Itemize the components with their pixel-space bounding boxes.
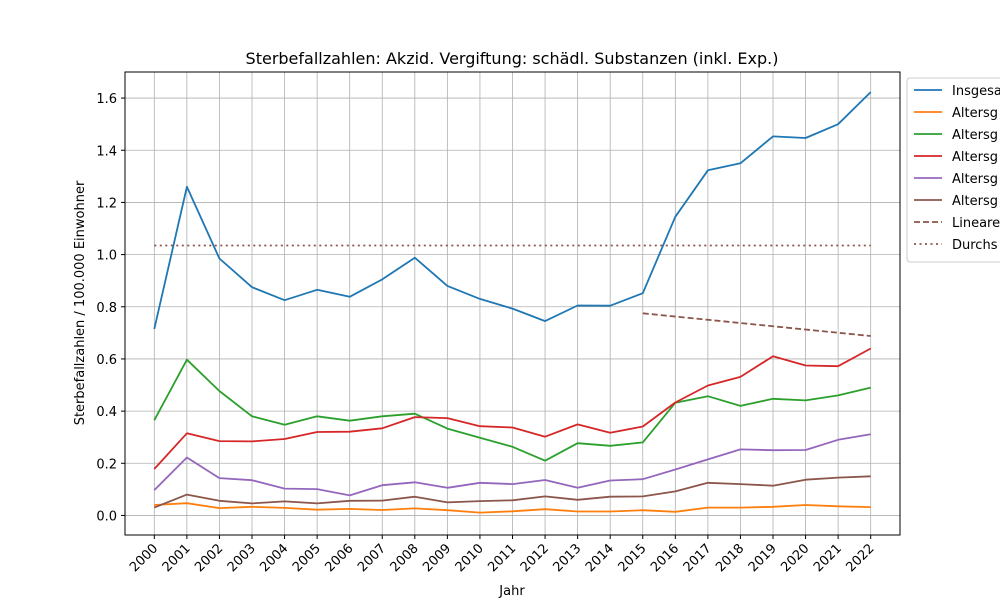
- y-tick-label: 1.4: [96, 144, 117, 159]
- x-tick-label: 2002: [192, 541, 226, 575]
- legend-label: Insgesa: [952, 84, 1000, 99]
- series-line-2: [154, 502, 871, 514]
- x-tick-label: 2021: [811, 541, 845, 575]
- y-tick-label: 0.6: [96, 353, 117, 368]
- x-tick-label: 2009: [420, 541, 454, 575]
- y-axis-label: Sterbefallzahlen / 100.000 Einwohner: [73, 180, 88, 425]
- x-tick-label: 2017: [681, 541, 715, 575]
- y-tick-label: 0.8: [96, 301, 117, 316]
- x-tick-label: 2018: [713, 541, 747, 575]
- x-tick-label: 2014: [583, 541, 617, 575]
- y-tick-label: 0.2: [96, 457, 117, 472]
- x-tick-label: 2007: [355, 541, 389, 575]
- x-axis: 2000200120022003200420052006200720082009…: [127, 535, 878, 575]
- x-tick-label: 2000: [127, 541, 161, 575]
- series-lines: [153, 91, 872, 514]
- legend: Insgesa Altersg Altersg Altersg Altersg Alter…: [906, 77, 1000, 263]
- legend-box: [906, 77, 1000, 263]
- y-tick-label: 1.6: [96, 92, 117, 107]
- x-tick-label: 2001: [160, 541, 194, 575]
- legend-label: Altersg: [952, 150, 998, 165]
- y-tick-label: 1.0: [96, 249, 117, 264]
- legend-label: Altersg: [952, 106, 998, 121]
- x-tick-label: 2005: [290, 541, 324, 575]
- x-tick-label: 2013: [550, 541, 584, 575]
- x-tick-label: 2019: [746, 541, 780, 575]
- legend-label: Durchs: [952, 238, 998, 253]
- series-line-7: [642, 312, 871, 337]
- x-tick-label: 2010: [453, 541, 487, 575]
- x-tick-label: 2020: [778, 541, 812, 575]
- series-line-6: [153, 475, 871, 509]
- series-line-5: [153, 433, 871, 497]
- x-tick-label: 2003: [225, 541, 259, 575]
- x-axis-label: Jahr: [498, 584, 525, 599]
- legend-label: Altersg: [952, 194, 998, 209]
- series-line-3: [153, 358, 871, 462]
- x-tick-label: 2022: [844, 541, 878, 575]
- y-tick-label: 1.2: [96, 196, 117, 211]
- legend-label: Altersg: [952, 128, 998, 143]
- x-tick-label: 2012: [518, 541, 552, 575]
- x-tick-label: 2004: [257, 541, 291, 575]
- y-axis: 0.0 0.2 0.4 0.6 0.8 1.0 1.2 1.4 1.6: [96, 92, 125, 524]
- y-tick-label: 0.0: [96, 509, 117, 524]
- x-tick-label: 2011: [485, 541, 519, 575]
- x-tick-label: 2006: [323, 541, 357, 575]
- chart-title: Sterbefallzahlen: Akzid. Vergiftung: sch…: [246, 49, 779, 68]
- legend-label: Lineare: [952, 216, 1000, 231]
- x-tick-label: 2015: [616, 541, 650, 575]
- legend-label: Altersg: [952, 172, 998, 187]
- y-tick-label: 0.4: [96, 405, 117, 420]
- x-tick-label: 2016: [648, 541, 682, 575]
- series-line-1: [153, 91, 872, 330]
- series-line-4: [153, 347, 872, 470]
- grid: [125, 72, 900, 535]
- x-tick-label: 2008: [388, 541, 422, 575]
